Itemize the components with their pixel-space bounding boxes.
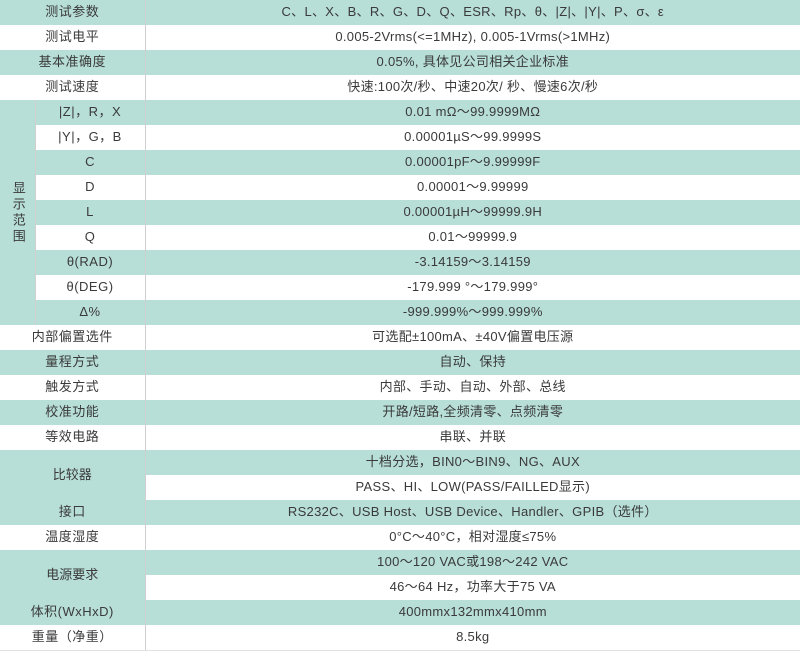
table-row: 量程方式 自动、保持 xyxy=(0,350,800,375)
table-row: 测试速度 快速:100次/秒、中速20次/ 秒、慢速6次/秒 xyxy=(0,75,800,100)
row-label: L xyxy=(35,200,146,225)
table-row: 显示范围 |Z|，R，X 0.01 mΩ～99.9999MΩ xyxy=(0,100,800,325)
row-value: 0.005-2Vrms(<=1MHz), 0.005-1Vrms(>1MHz) xyxy=(145,25,800,50)
row-value: RS232C、USB Host、USB Device、Handler、GPIB（… xyxy=(145,500,800,525)
row-label: θ(DEG) xyxy=(35,275,146,300)
row-value: 0.05%, 具体见公司相关企业标准 xyxy=(145,50,800,75)
table-row: 测试电平 0.005-2Vrms(<=1MHz), 0.005-1Vrms(>1… xyxy=(0,25,800,50)
row-label: 基本准确度 xyxy=(0,50,146,75)
row-value: 0.00001～9.99999 xyxy=(145,175,800,200)
table-row: PASS、HI、LOW(PASS/FAILLED显示) xyxy=(0,475,800,500)
row-value: 0.01～99999.9 xyxy=(145,225,800,250)
row-value: -3.14159～3.14159 xyxy=(145,250,800,275)
row-label: 内部偏置选件 xyxy=(0,325,146,350)
row-label: 校准功能 xyxy=(0,400,146,425)
row-value: 0°C～40°C，相对湿度≤75% xyxy=(145,525,800,550)
table-row: |Y|，G，B 0.00001µS～99.9999S xyxy=(0,125,800,150)
table-row: 基本准确度 0.05%, 具体见公司相关企业标准 xyxy=(0,50,800,75)
row-value: 快速:100次/秒、中速20次/ 秒、慢速6次/秒 xyxy=(145,75,800,100)
table-row: 比较器 十档分选，BIN0～BIN9、NG、AUX xyxy=(0,450,800,500)
row-label: 重量（净重） xyxy=(0,625,146,651)
row-value: 串联、并联 xyxy=(145,425,800,450)
row-value: 可选配±100mA、±40V偏置电压源 xyxy=(145,325,800,350)
row-label: 测试速度 xyxy=(0,75,146,100)
row-value: -999.999%～999.999% xyxy=(145,300,800,325)
row-label: C xyxy=(35,150,146,175)
table-row: 等效电路 串联、并联 xyxy=(0,425,800,450)
row-label: 测试参数 xyxy=(0,0,146,25)
row-value: C、L、X、B、R、G、D、Q、ESR、Rp、θ、|Z|、|Y|、P、σ、ε xyxy=(145,0,800,25)
row-label: 量程方式 xyxy=(0,350,146,375)
row-value: 内部、手动、自动、外部、总线 xyxy=(145,375,800,400)
table-row: 触发方式 内部、手动、自动、外部、总线 xyxy=(0,375,800,400)
table-row: 重量（净重） 8.5kg xyxy=(0,625,800,651)
row-value: 100～120 VAC或198～242 VAC xyxy=(145,550,800,575)
table-row: D 0.00001～9.99999 xyxy=(0,175,800,200)
row-value: 0.00001µH～99999.9H xyxy=(145,200,800,225)
table-row: 内部偏置选件 可选配±100mA、±40V偏置电压源 xyxy=(0,325,800,350)
row-label-comparator: 比较器 xyxy=(0,450,146,500)
row-label: 温度湿度 xyxy=(0,525,146,550)
row-label: 等效电路 xyxy=(0,425,146,450)
table-row: 校准功能 开路/短路,全频清零、点频清零 xyxy=(0,400,800,425)
row-value: 46～64 Hz，功率大于75 VA xyxy=(145,575,800,600)
row-value: 400mmx132mmx410mm xyxy=(145,600,800,625)
row-label: Δ% xyxy=(35,300,146,325)
row-value: -179.999 °～179.999° xyxy=(145,275,800,300)
table-row: 温度湿度 0°C～40°C，相对湿度≤75% xyxy=(0,525,800,550)
group-label-display-range: 显示范围 xyxy=(0,100,36,325)
row-label: 触发方式 xyxy=(0,375,146,400)
row-value: 0.01 mΩ～99.9999MΩ xyxy=(145,100,800,125)
row-label: 接口 xyxy=(0,500,146,525)
row-label: Q xyxy=(35,225,146,250)
table-row: Δ% -999.999%～999.999% xyxy=(0,300,800,325)
table-row: C 0.00001pF～9.99999F xyxy=(0,150,800,175)
table-row: 电源要求 100～120 VAC或198～242 VAC xyxy=(0,550,800,600)
table-row: Q 0.01～99999.9 xyxy=(0,225,800,250)
row-value: 0.00001µS～99.9999S xyxy=(145,125,800,150)
row-value: 十档分选，BIN0～BIN9、NG、AUX xyxy=(145,450,800,475)
table-row: 测试参数 C、L、X、B、R、G、D、Q、ESR、Rp、θ、|Z|、|Y|、P、… xyxy=(0,0,800,25)
row-value: 开路/短路,全频清零、点频清零 xyxy=(145,400,800,425)
table-row: 体积(WxHxD) 400mmx132mmx410mm xyxy=(0,600,800,625)
row-value: 8.5kg xyxy=(145,625,800,651)
row-label: 体积(WxHxD) xyxy=(0,600,146,625)
table-row: 接口 RS232C、USB Host、USB Device、Handler、GP… xyxy=(0,500,800,525)
row-label-power: 电源要求 xyxy=(0,550,146,600)
row-value: 自动、保持 xyxy=(145,350,800,375)
row-label: |Z|，R，X xyxy=(35,100,146,125)
row-label: D xyxy=(35,175,146,200)
row-label: 测试电平 xyxy=(0,25,146,50)
row-value: 0.00001pF～9.99999F xyxy=(145,150,800,175)
table-row: θ(DEG) -179.999 °～179.999° xyxy=(0,275,800,300)
row-label: θ(RAD) xyxy=(35,250,146,275)
table-row: L 0.00001µH～99999.9H xyxy=(0,200,800,225)
row-value: PASS、HI、LOW(PASS/FAILLED显示) xyxy=(145,475,800,500)
table-row: θ(RAD) -3.14159～3.14159 xyxy=(0,250,800,275)
row-label: |Y|，G，B xyxy=(35,125,146,150)
